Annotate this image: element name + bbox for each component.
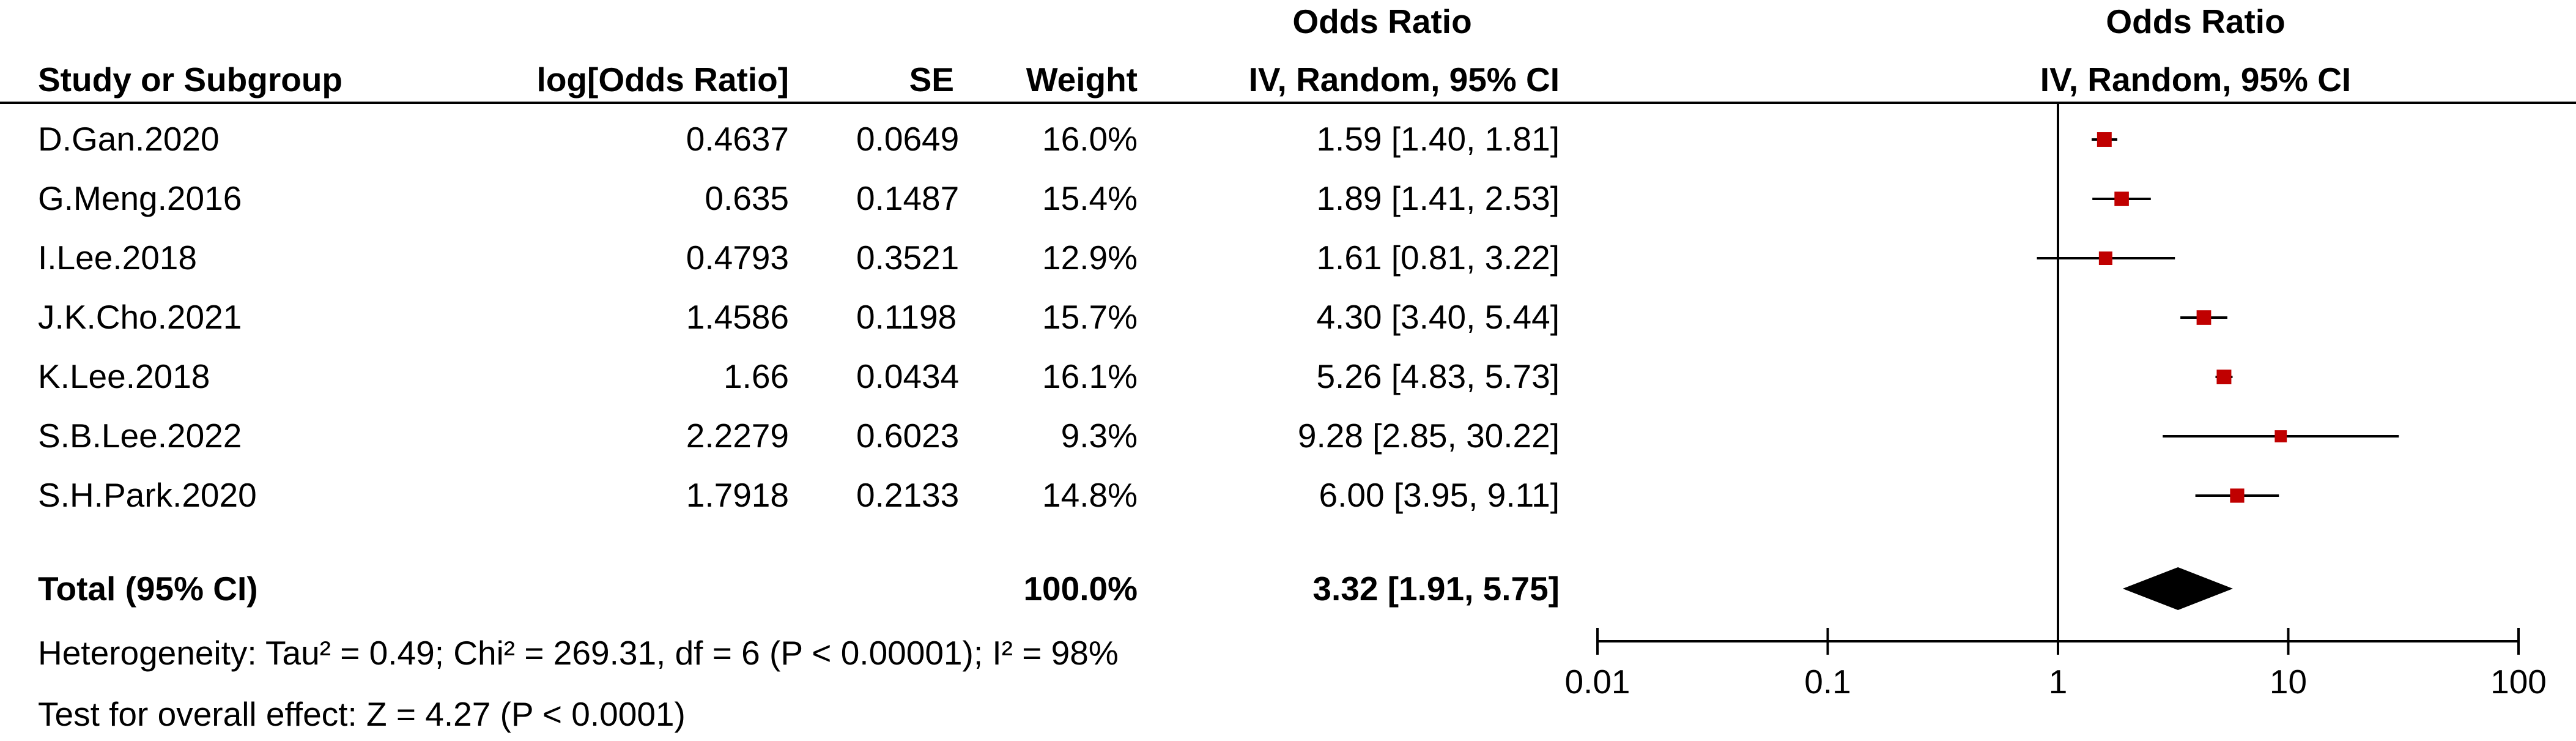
overall-effect-text: Test for overall effect: Z = 4.27 (P < 0… [38,695,686,733]
log-or-value: 0.635 [705,179,789,217]
study-name: K.Lee.2018 [38,357,210,395]
ci-value: 9.28 [2.85, 30.22] [1297,417,1560,455]
col-header-se: SE [909,61,954,99]
study-marker [2274,430,2287,442]
x-tick-label: 100 [2490,663,2547,701]
study-name: D.Gan.2020 [38,120,220,158]
ci-value: 1.59 [1.40, 1.81] [1316,120,1560,158]
x-tick-label: 10 [2270,663,2307,701]
study-marker [2216,370,2232,384]
header-group-left: Odds Ratio [1292,2,1472,40]
pooled-diamond [2122,567,2234,610]
study-name: S.H.Park.2020 [38,476,257,514]
weight-value: 16.0% [1042,120,1138,158]
ci-value: 6.00 [3.95, 9.11] [1319,476,1560,514]
x-tick-label: 1 [2049,663,2068,701]
se-value: 0.3521 [856,239,960,277]
study-marker [2114,192,2129,206]
log-or-value: 1.7918 [686,476,789,514]
ci-value: 1.89 [1.41, 2.53] [1316,179,1560,217]
col-header-ci: IV, Random, 95% CI [1248,61,1560,99]
weight-value: 14.8% [1042,476,1138,514]
ci-value: 1.61 [0.81, 3.22] [1316,239,1560,277]
study-name: S.B.Lee.2022 [38,417,242,455]
col-header-log-or: log[Odds Ratio] [536,61,789,99]
ci-value: 5.26 [4.83, 5.73] [1316,357,1560,395]
study-name: I.Lee.2018 [38,239,197,277]
x-tick-label: 0.01 [1564,663,1630,701]
se-value: 0.1487 [856,179,960,217]
col-header-weight: Weight [1026,61,1138,99]
col-header-plot: IV, Random, 95% CI [2040,61,2352,99]
weight-value: 16.1% [1042,357,1138,395]
study-marker [2098,251,2112,266]
weight-value: 9.3% [1060,417,1138,455]
study-name: G.Meng.2016 [38,179,242,217]
study-marker [2097,132,2112,147]
ci-value: 4.30 [3.40, 5.44] [1316,298,1560,336]
study-marker [2230,488,2245,503]
log-or-value: 0.4793 [686,239,789,277]
weight-value: 15.4% [1042,179,1138,217]
log-or-value: 1.4586 [686,298,789,336]
se-value: 0.2133 [856,476,960,514]
total-label: Total (95% CI) [38,570,258,608]
se-value: 0.1198 [856,298,957,336]
log-or-value: 0.4637 [686,120,789,158]
heterogeneity-text: Heterogeneity: Tau² = 0.49; Chi² = 269.3… [38,634,1119,672]
col-header-study: Study or Subgroup [38,61,343,99]
log-or-value: 1.66 [723,357,789,395]
se-value: 0.0434 [856,357,960,395]
weight-value: 12.9% [1042,239,1138,277]
study-marker [2196,310,2211,325]
se-value: 0.0649 [856,120,960,158]
se-value: 0.6023 [856,417,960,455]
total-weight: 100.0% [1023,570,1138,608]
total-ci: 3.32 [1.91, 5.75] [1312,570,1560,608]
study-name: J.K.Cho.2021 [38,298,242,336]
header-group-right: Odds Ratio [2106,2,2285,40]
weight-value: 15.7% [1042,298,1138,336]
log-or-value: 2.2279 [686,417,789,455]
x-tick-label: 0.1 [1804,663,1851,701]
